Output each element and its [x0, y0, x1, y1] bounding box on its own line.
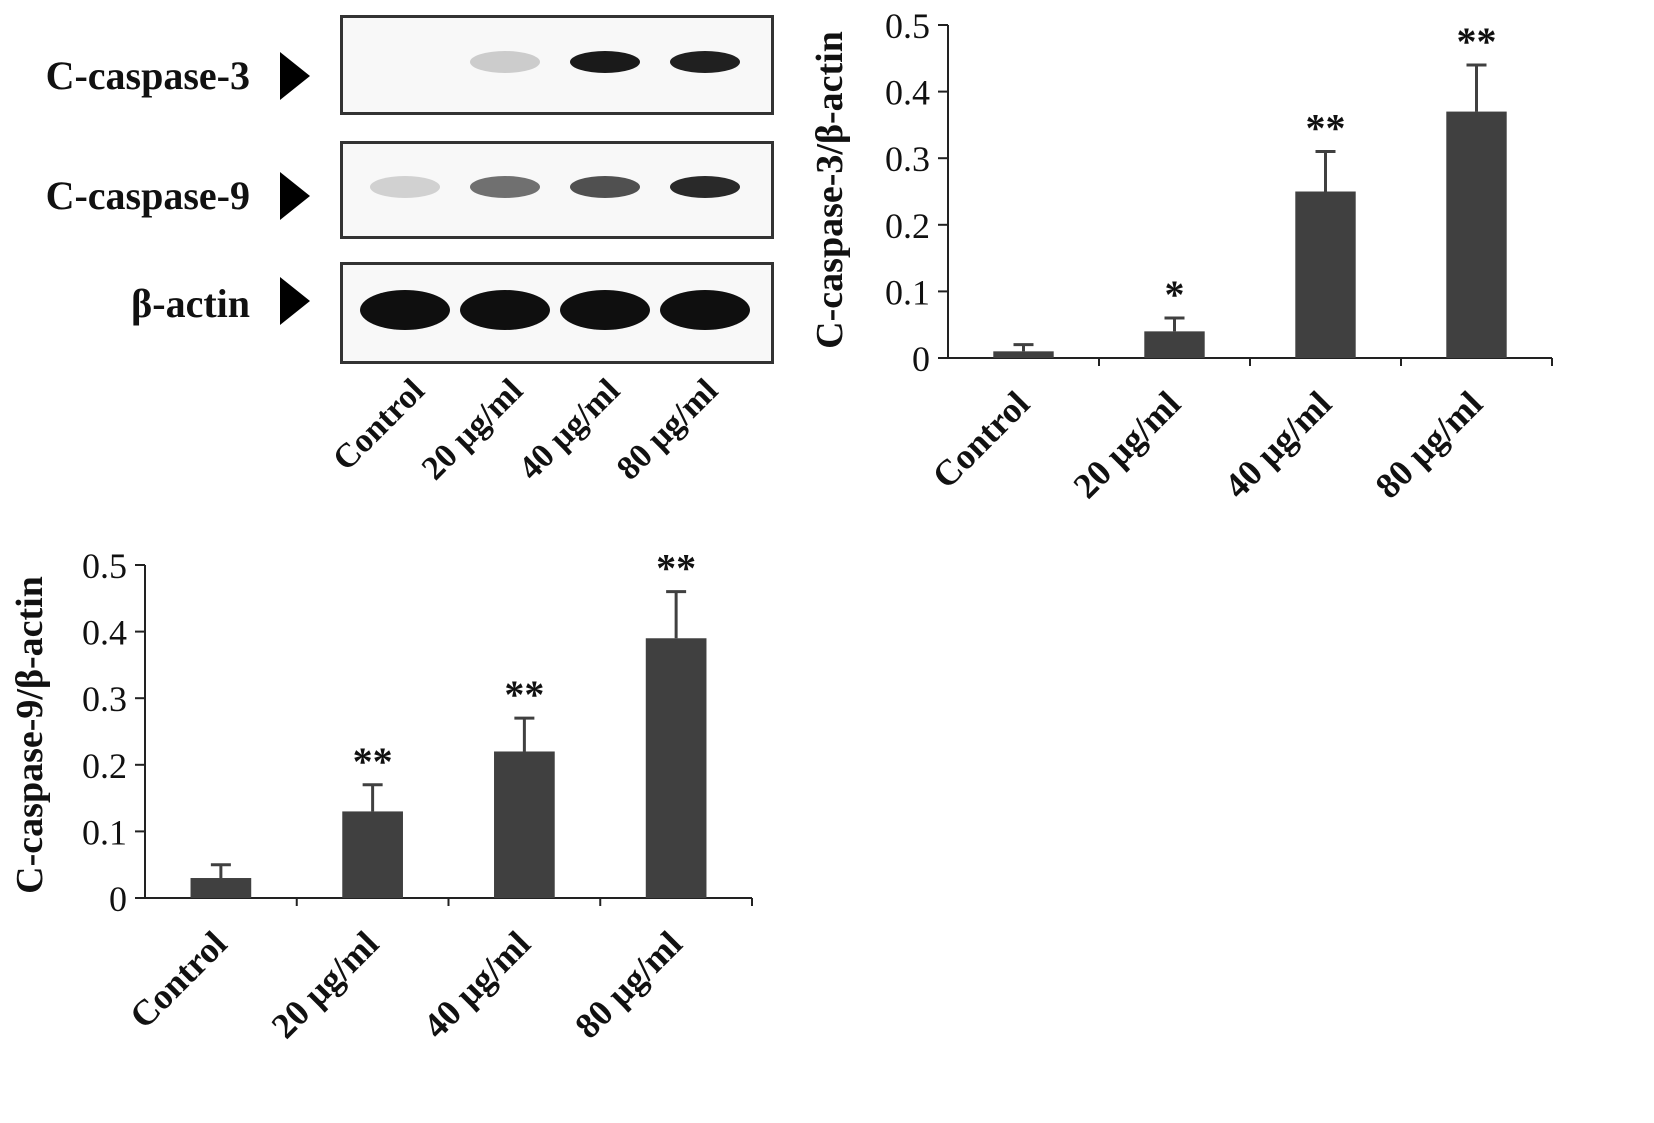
blot-lane-label: 80 μg/ml [609, 372, 726, 488]
x-tick-label: 40 μg/ml [415, 923, 538, 1046]
x-tick-label: 80 μg/ml [1368, 383, 1491, 506]
blot-band [560, 290, 650, 330]
y-tick-label: 0.5 [82, 546, 127, 586]
blot-band [360, 290, 450, 330]
blot-band [670, 176, 740, 198]
significance-marker: ** [1457, 19, 1497, 64]
blot-row-arrow-caspase9 [280, 172, 310, 220]
blot-row-label-caspase9: C-caspase-9 [45, 173, 250, 218]
blot-row-label-beta-actin: β-actin [131, 281, 250, 326]
bar-chart-caspase9: 0 0.1 0.2 0.3 0.4 0.5 Control ** 20 μg/ml ** 40 μg… [9, 546, 753, 1046]
x-tick-label: 20 μg/ml [264, 923, 387, 1046]
blot-lane-label: 40 μg/ml [511, 372, 628, 488]
blot-lane-label: 20 μg/ml [414, 372, 531, 488]
y-tick-label: 0 [912, 339, 930, 379]
y-axis-label: C-caspase-3/β-actin [809, 31, 851, 349]
significance-marker: ** [353, 739, 393, 784]
bar [993, 351, 1054, 358]
significance-marker: ** [504, 672, 544, 717]
bar [1144, 331, 1205, 358]
blot-band [370, 176, 440, 198]
bar [494, 751, 555, 898]
y-tick-label: 0.1 [885, 272, 930, 312]
bar [645, 638, 707, 898]
y-tick-label: 0.2 [82, 746, 127, 786]
blot-row-arrow-caspase3 [280, 52, 310, 100]
y-tick-label: 0.1 [82, 812, 127, 852]
blot-row-label-caspase3: C-caspase-3 [45, 53, 250, 98]
bar [1295, 191, 1356, 358]
blot-band [470, 51, 540, 73]
blot-row-arrow-beta-actin [280, 277, 310, 325]
blot-band [570, 51, 640, 73]
y-tick-label: 0.3 [885, 139, 930, 179]
blot-band [470, 176, 540, 198]
y-tick-label: 0.5 [885, 6, 930, 46]
significance-marker: ** [656, 546, 696, 591]
y-tick-label: 0.2 [885, 206, 930, 246]
significance-marker: ** [1306, 106, 1346, 151]
x-tick-label: 20 μg/ml [1066, 383, 1189, 506]
x-tick-label: Control [122, 923, 235, 1036]
bar [1446, 111, 1507, 358]
bar-chart-caspase3: 0 0.1 0.2 0.3 0.4 0.5 Control * 20 μg/ml ** 40 μg/… [809, 6, 1553, 506]
y-tick-label: 0 [109, 879, 127, 919]
y-tick-label: 0.4 [885, 73, 930, 113]
blot-band [460, 290, 550, 330]
y-axis-label: C-caspase-9/β-actin [9, 576, 51, 894]
y-tick-label: 0.4 [82, 613, 127, 653]
x-tick-label: Control [924, 383, 1037, 496]
y-tick-label: 0.3 [82, 679, 127, 719]
x-tick-label: 80 μg/ml [567, 923, 690, 1046]
x-tick-label: 40 μg/ml [1217, 383, 1340, 506]
blot-band [660, 290, 750, 330]
bar [342, 811, 403, 898]
significance-marker: * [1165, 272, 1185, 317]
blot-band [670, 51, 740, 73]
blot-band [570, 176, 640, 198]
bar [190, 878, 252, 898]
